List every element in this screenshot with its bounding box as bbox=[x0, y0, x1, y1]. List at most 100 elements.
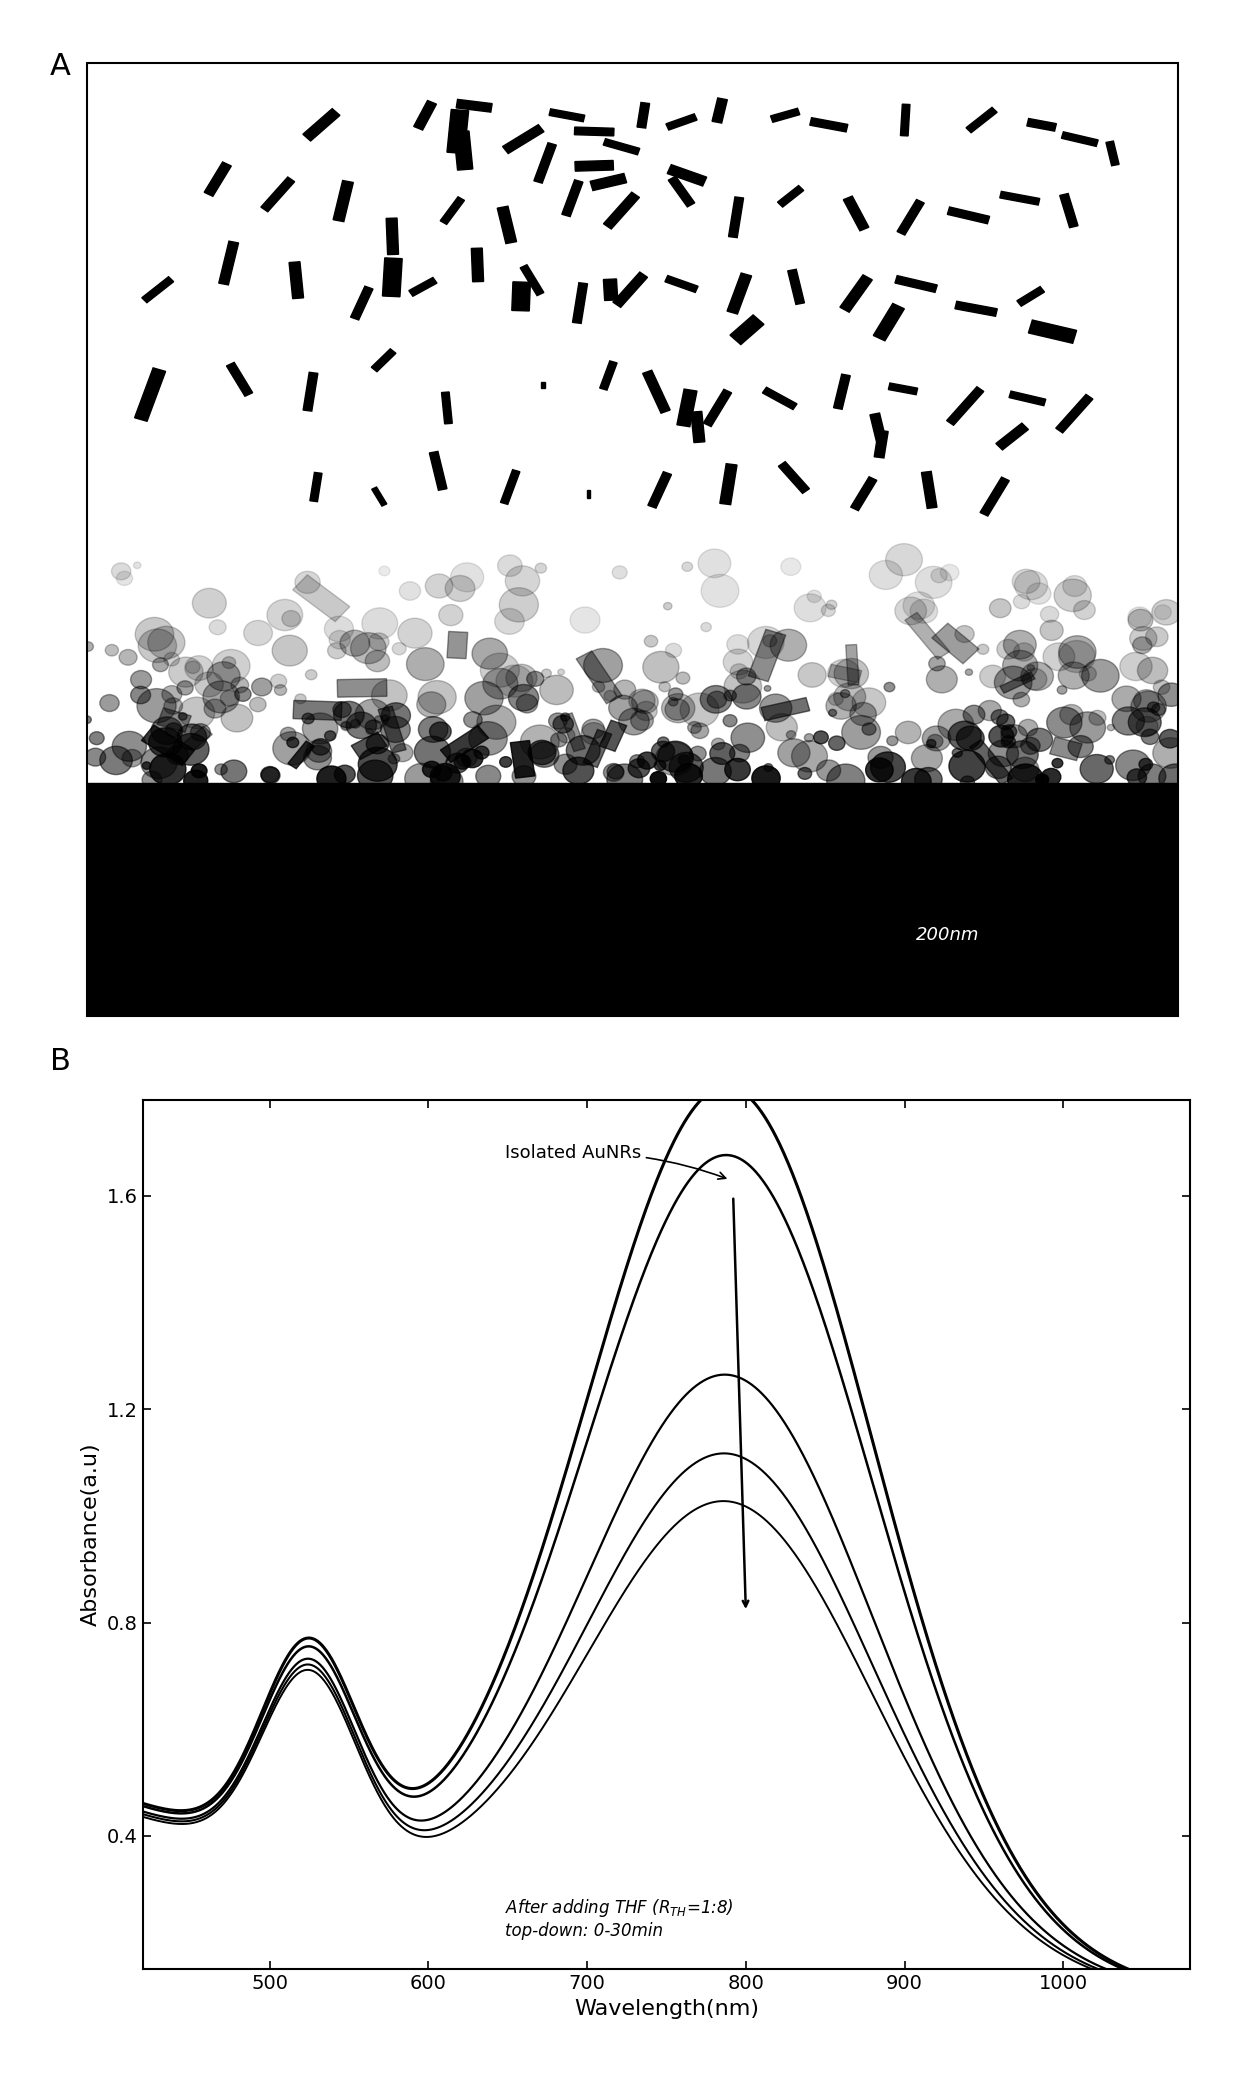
Circle shape bbox=[870, 752, 905, 781]
Circle shape bbox=[910, 599, 937, 622]
Circle shape bbox=[1008, 765, 1044, 796]
Bar bbox=[600, 360, 618, 390]
Circle shape bbox=[631, 689, 658, 714]
Bar bbox=[1028, 321, 1076, 344]
Circle shape bbox=[1014, 570, 1048, 599]
Circle shape bbox=[582, 719, 604, 740]
Bar bbox=[440, 725, 489, 763]
Circle shape bbox=[678, 754, 689, 765]
Circle shape bbox=[668, 687, 683, 700]
Bar bbox=[667, 166, 707, 186]
Circle shape bbox=[439, 605, 463, 626]
Circle shape bbox=[777, 740, 810, 767]
Circle shape bbox=[1040, 605, 1059, 622]
Bar bbox=[1009, 392, 1045, 406]
Circle shape bbox=[472, 639, 507, 668]
Circle shape bbox=[949, 721, 981, 750]
Circle shape bbox=[205, 700, 226, 719]
Bar bbox=[931, 622, 980, 664]
Circle shape bbox=[712, 737, 725, 750]
Circle shape bbox=[500, 589, 538, 622]
Circle shape bbox=[698, 549, 730, 578]
Bar bbox=[921, 471, 937, 509]
Circle shape bbox=[826, 599, 837, 610]
Circle shape bbox=[723, 649, 753, 675]
X-axis label: Wavelength(nm): Wavelength(nm) bbox=[574, 1999, 759, 2020]
Circle shape bbox=[143, 763, 151, 769]
Bar bbox=[351, 287, 373, 321]
Circle shape bbox=[165, 723, 182, 737]
Circle shape bbox=[691, 723, 708, 740]
Circle shape bbox=[1042, 769, 1061, 786]
Circle shape bbox=[665, 700, 689, 721]
Circle shape bbox=[895, 721, 921, 744]
Circle shape bbox=[469, 721, 507, 754]
Bar bbox=[895, 277, 937, 293]
Circle shape bbox=[689, 746, 707, 760]
Bar bbox=[573, 283, 588, 323]
Circle shape bbox=[113, 731, 146, 760]
Circle shape bbox=[366, 733, 388, 754]
Circle shape bbox=[923, 727, 951, 750]
Bar bbox=[810, 117, 848, 132]
Circle shape bbox=[477, 706, 516, 740]
Circle shape bbox=[560, 712, 570, 721]
Circle shape bbox=[730, 664, 748, 679]
Circle shape bbox=[949, 750, 986, 781]
Circle shape bbox=[978, 700, 1002, 721]
Circle shape bbox=[1040, 620, 1063, 641]
Circle shape bbox=[134, 561, 141, 568]
Bar bbox=[1061, 132, 1099, 147]
Circle shape bbox=[1025, 729, 1053, 752]
Circle shape bbox=[138, 628, 176, 662]
Circle shape bbox=[1158, 683, 1184, 706]
Text: A: A bbox=[50, 52, 71, 82]
Circle shape bbox=[130, 670, 151, 689]
Bar bbox=[1017, 287, 1044, 306]
Circle shape bbox=[260, 767, 279, 784]
Circle shape bbox=[222, 656, 236, 668]
Bar bbox=[1027, 119, 1056, 132]
Circle shape bbox=[341, 721, 351, 731]
Circle shape bbox=[270, 675, 286, 689]
Circle shape bbox=[994, 666, 1032, 700]
Circle shape bbox=[1116, 750, 1151, 781]
Circle shape bbox=[681, 693, 719, 727]
Circle shape bbox=[311, 740, 330, 754]
Bar bbox=[996, 423, 1028, 450]
Text: B: B bbox=[50, 1048, 71, 1077]
Circle shape bbox=[179, 698, 215, 729]
Bar bbox=[289, 262, 304, 300]
Circle shape bbox=[1130, 626, 1157, 649]
Circle shape bbox=[988, 725, 1014, 748]
Circle shape bbox=[766, 714, 797, 742]
Bar bbox=[748, 628, 786, 681]
Circle shape bbox=[791, 742, 827, 771]
Bar bbox=[761, 698, 810, 721]
Circle shape bbox=[357, 760, 393, 792]
Bar bbox=[770, 109, 800, 122]
Circle shape bbox=[346, 712, 377, 740]
Circle shape bbox=[781, 557, 801, 576]
Circle shape bbox=[1059, 635, 1096, 668]
Bar bbox=[141, 277, 174, 302]
Circle shape bbox=[1070, 712, 1106, 744]
Bar bbox=[642, 371, 670, 413]
Circle shape bbox=[828, 710, 837, 716]
Circle shape bbox=[1059, 641, 1095, 672]
Circle shape bbox=[482, 668, 518, 700]
Circle shape bbox=[99, 696, 119, 712]
Bar bbox=[497, 205, 517, 243]
Bar bbox=[409, 277, 436, 295]
Circle shape bbox=[926, 666, 957, 693]
Bar bbox=[446, 631, 467, 658]
Circle shape bbox=[1018, 719, 1038, 735]
Bar bbox=[471, 247, 484, 281]
Circle shape bbox=[430, 767, 463, 796]
Circle shape bbox=[83, 716, 92, 723]
Circle shape bbox=[495, 608, 525, 635]
Circle shape bbox=[997, 714, 1014, 729]
Circle shape bbox=[221, 704, 253, 731]
Circle shape bbox=[805, 733, 813, 742]
Circle shape bbox=[926, 740, 936, 748]
